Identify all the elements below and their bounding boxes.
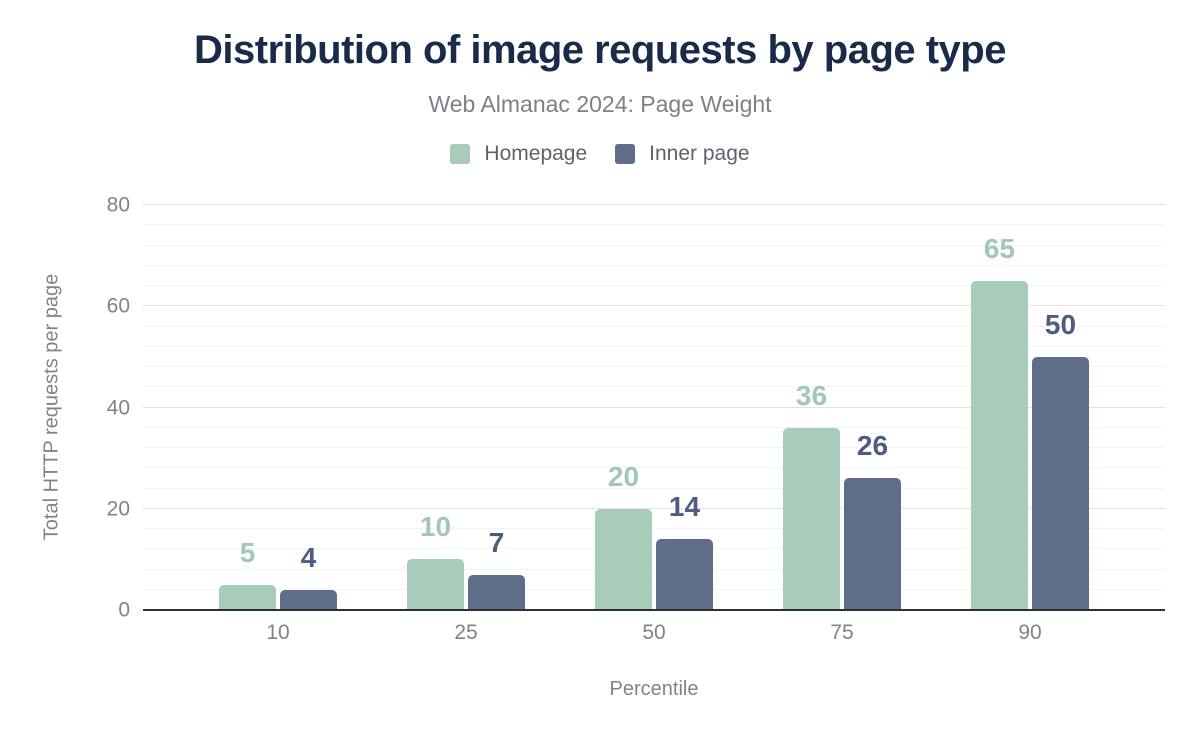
bar-homepage-p90 [971, 280, 1028, 610]
bar-value-label-inner-page-p50: 14 [668, 491, 701, 523]
legend-swatch-inner-page [615, 144, 636, 164]
bar-col-inner-page-p90: 50 [1032, 308, 1089, 610]
major-gridline [143, 204, 1165, 205]
bar-value-label-inner-page-p10: 4 [300, 541, 317, 573]
y-tick-label-0: 0 [118, 598, 130, 622]
bar-value-label-homepage-p90: 65 [983, 232, 1016, 264]
bar-homepage-p10 [219, 584, 276, 610]
major-gridline [143, 406, 1165, 408]
bar-value-label-homepage-p75: 36 [795, 379, 828, 411]
minor-gridline [143, 345, 1165, 347]
major-gridline [143, 507, 1165, 509]
x-axis-line [143, 609, 1165, 611]
legend-label-inner-page: Inner page [649, 142, 750, 165]
x-tick-label-75: 75 [830, 621, 854, 644]
bar-col-inner-page-p10: 4 [280, 541, 337, 610]
minor-gridline [143, 386, 1165, 388]
bar-value-label-inner-page-p75: 26 [856, 430, 889, 462]
bar-group-p25: 10 7 [407, 513, 525, 610]
legend-swatch-homepage [450, 144, 471, 164]
bar-homepage-p25 [407, 559, 464, 610]
minor-gridline [143, 244, 1165, 246]
chart-subtitle: Web Almanac 2024: Page Weight [428, 91, 772, 117]
minor-gridline [143, 447, 1165, 448]
x-tick-label-90: 90 [1018, 621, 1042, 644]
bar-value-label-homepage-p25: 10 [419, 511, 452, 543]
bar-homepage-p50 [595, 508, 652, 610]
bar-value-label-homepage-p50: 20 [607, 460, 640, 492]
minor-gridline [143, 264, 1165, 266]
x-axis-ticks: 10 25 50 75 90 [143, 622, 1165, 643]
legend-label-homepage: Homepage [484, 142, 588, 165]
bar-col-homepage-p75: 36 [783, 379, 840, 610]
minor-gridline [143, 426, 1165, 428]
minor-gridline [143, 568, 1165, 570]
y-axis-ticks: 0 20 40 60 80 [0, 195, 130, 621]
bar-value-label-inner-page-p25: 7 [488, 526, 505, 558]
bar-col-inner-page-p50: 14 [656, 493, 713, 610]
y-tick-label-60: 60 [106, 294, 130, 318]
x-tick-label-50: 50 [642, 621, 666, 644]
bar-group-p50: 20 14 [595, 460, 713, 610]
bar-inner-page-p25 [468, 574, 525, 610]
x-tick-label-25: 25 [454, 621, 478, 644]
bar-col-homepage-p90: 65 [971, 232, 1028, 610]
chart-title: Distribution of image requests by page t… [194, 28, 1006, 72]
x-axis-title: Percentile [609, 678, 699, 700]
y-tick-label-40: 40 [106, 396, 130, 419]
bar-col-homepage-p10: 5 [219, 536, 276, 610]
minor-gridline [143, 487, 1165, 489]
bar-inner-page-p50 [656, 539, 713, 610]
bar-inner-page-p90 [1032, 356, 1089, 610]
minor-gridline [143, 548, 1165, 550]
bar-homepage-p75 [783, 427, 840, 610]
minor-gridline [143, 325, 1165, 327]
bar-group-p75: 36 26 [783, 379, 901, 610]
bar-col-homepage-p25: 10 [407, 513, 464, 610]
legend-item-inner-page: Inner page [615, 142, 750, 166]
bar-inner-page-p75 [844, 478, 901, 610]
minor-gridline [143, 366, 1165, 367]
bar-value-label-homepage-p10: 5 [239, 536, 256, 568]
major-gridline [143, 305, 1165, 307]
minor-gridline [143, 467, 1165, 469]
bars-row: 5 4 10 7 20 14 36 26 65 50 [143, 205, 1165, 610]
minor-gridline [143, 588, 1165, 590]
bar-group-p90: 65 50 [971, 232, 1089, 610]
y-tick-label-20: 20 [106, 497, 130, 521]
plot-area: 5 4 10 7 20 14 36 26 65 50 [143, 204, 1165, 611]
y-tick-label-80: 80 [106, 193, 130, 217]
minor-gridline [143, 285, 1165, 286]
bar-col-inner-page-p25: 7 [468, 526, 525, 610]
bar-inner-page-p10 [280, 589, 337, 610]
minor-gridline [143, 224, 1165, 226]
bar-col-homepage-p50: 20 [595, 460, 652, 610]
minor-gridline [143, 528, 1165, 529]
x-tick-label-10: 10 [266, 621, 290, 644]
legend-item-homepage: Homepage [450, 142, 587, 166]
bar-value-label-inner-page-p90: 50 [1044, 308, 1077, 340]
bar-col-inner-page-p75: 26 [844, 432, 901, 610]
legend: Homepage Inner page [0, 142, 1200, 166]
